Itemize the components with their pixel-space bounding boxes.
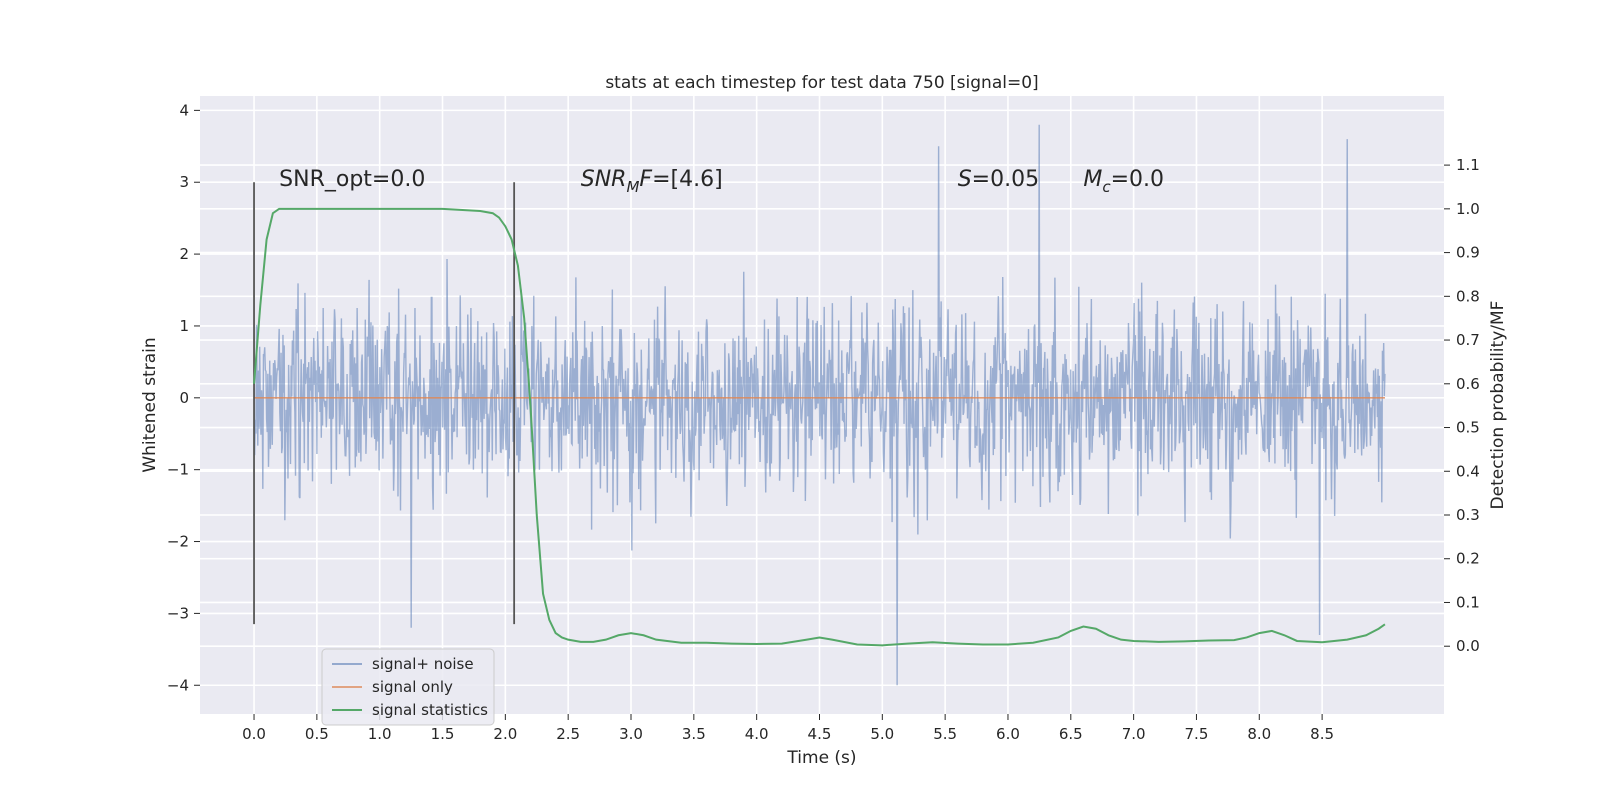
y-tick-label: −4 [167, 676, 189, 694]
x-tick-label: 0.5 [305, 725, 329, 743]
legend-label: signal statistics [372, 701, 488, 719]
y-tick-label: 3 [179, 173, 189, 191]
y2-tick-label: 0.2 [1456, 550, 1480, 568]
x-tick-label: 7.0 [1122, 725, 1146, 743]
annotation-symbol: S [958, 167, 972, 192]
y2-tick-label: 0.1 [1456, 593, 1480, 611]
x-axis-label: Time (s) [786, 748, 856, 768]
y-tick-label: 0 [179, 389, 189, 407]
signal-statistics-series [253, 207, 1386, 647]
y2-tick-label: 0.5 [1456, 419, 1480, 437]
y2-tick-label: 1.1 [1456, 156, 1480, 174]
y-tick-label: 4 [179, 101, 189, 119]
y2-tick-label: 0.3 [1456, 506, 1480, 524]
x-tick-label: 4.0 [745, 725, 769, 743]
x-tick-label: 1.0 [368, 725, 392, 743]
annotation-s: S=0.05 [958, 167, 1039, 192]
x-tick-label: 7.5 [1185, 725, 1209, 743]
x-tick-label: 3.0 [619, 725, 643, 743]
y-tick-label: 1 [179, 317, 189, 335]
x-tick-label: 2.5 [556, 725, 580, 743]
x-tick-label: 5.5 [933, 725, 957, 743]
annotation-symbol-tail: F [639, 167, 652, 192]
annotations: SNR_opt=0.0 SNRMF=[4.6] S=0.05 Mc=0.0 [279, 167, 1164, 196]
y-axis-label: Whitened strain [140, 337, 160, 472]
x-tick-label: 1.5 [431, 725, 455, 743]
x-tick-label: 5.0 [870, 725, 894, 743]
y-tick-label: −2 [167, 533, 189, 551]
x-tick-label: 8.0 [1247, 725, 1271, 743]
x-tick-label: 6.0 [996, 725, 1020, 743]
annotation-snr-mf: SNRMF=[4.6] [581, 167, 723, 196]
x-tick-label: 6.5 [1059, 725, 1083, 743]
annotation-subscript: c [1102, 178, 1111, 196]
y-tick-label: −1 [167, 461, 189, 479]
annotation-value: =[4.6] [652, 167, 723, 192]
annotation-value: =0.05 [972, 167, 1039, 192]
annotation-subscript: M [626, 178, 639, 196]
legend-box [321, 648, 495, 726]
x-tick-label: 0.0 [242, 725, 266, 743]
y2-tick-label: 1.0 [1456, 200, 1480, 218]
y-axis-left: 4 3 2 1 0 −1 −2 −3 −4 [167, 101, 200, 694]
signal-noise-series [253, 124, 1386, 686]
x-tick-label: 2.0 [493, 725, 517, 743]
annotation-snr-opt: SNR_opt=0.0 [279, 167, 425, 192]
x-tick-label: 4.5 [808, 725, 832, 743]
annotation-symbol: SNR [581, 167, 627, 192]
annotation-symbol: M [1083, 167, 1102, 192]
legend-label: signal only [372, 678, 453, 696]
chart-title: stats at each timestep for test data 750… [605, 73, 1038, 93]
y2-axis-label: Detection probability/MF [1488, 301, 1508, 510]
x-tick-label: 8.5 [1310, 725, 1334, 743]
y2-tick-label: 0.7 [1456, 331, 1480, 349]
y2-tick-label: 0.9 [1456, 244, 1480, 262]
annotation-value: =0.0 [1111, 167, 1164, 192]
y-tick-label: −3 [167, 604, 189, 622]
annotation-mc: Mc=0.0 [1083, 167, 1164, 196]
data-layer [253, 124, 1386, 686]
legend-label: signal+ noise [372, 655, 474, 673]
y-tick-label: 2 [179, 245, 189, 263]
x-tick-label: 3.5 [682, 725, 706, 743]
y2-tick-label: 0.8 [1456, 287, 1480, 305]
y2-tick-label: 0.6 [1456, 375, 1480, 393]
x-axis: 0.0 0.5 1.0 1.5 2.0 2.5 3.0 3.5 4.0 4.5 5.0 5.5 6.0 6… [242, 714, 1334, 743]
y2-tick-label: 0.4 [1456, 462, 1480, 480]
y-axis-right: 1.1 1.0 0.9 0.8 0.7 0.6 0.5 0.4 0.3 0.2 0.1 0.0 [1444, 156, 1480, 655]
legend: signal+ noise signal only signal statistic… [321, 648, 495, 726]
y2-tick-label: 0.0 [1456, 637, 1480, 655]
